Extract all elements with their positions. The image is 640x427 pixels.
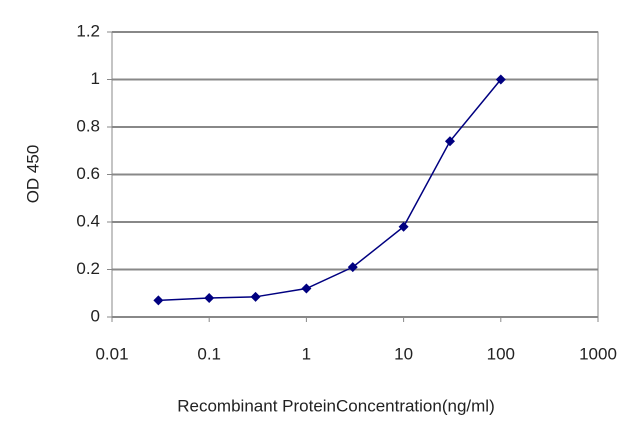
marker: [444, 136, 455, 147]
y-tick-label: 1.2: [76, 21, 100, 40]
line: [158, 79, 502, 302]
y-tick-label: 0.4: [76, 211, 100, 230]
marker: [495, 74, 506, 85]
y-axis-label: OD 450: [23, 145, 42, 204]
marker: [301, 283, 312, 294]
y-tick-label: 1: [91, 69, 100, 88]
y-tick-label: 0.2: [76, 259, 100, 278]
x-tick-label: 0.1: [197, 344, 221, 363]
x-tick-label: 1: [302, 344, 311, 363]
x-tick-label: 10: [394, 344, 413, 363]
marker: [153, 295, 164, 306]
y-tick-label: 0.6: [76, 164, 100, 183]
y-tick-label: 0.8: [76, 116, 100, 135]
y-tick-label: 0: [91, 306, 100, 325]
marker: [398, 221, 409, 232]
marker: [347, 262, 358, 273]
marker: [250, 291, 261, 302]
x-tick-label: 100: [487, 344, 515, 363]
x-axis-label: Recombinant ProteinConcentration(ng/ml): [177, 396, 495, 415]
x-tick-label: 0.01: [95, 344, 128, 363]
marker: [204, 293, 215, 303]
x-tick-label: 1000: [579, 344, 617, 363]
